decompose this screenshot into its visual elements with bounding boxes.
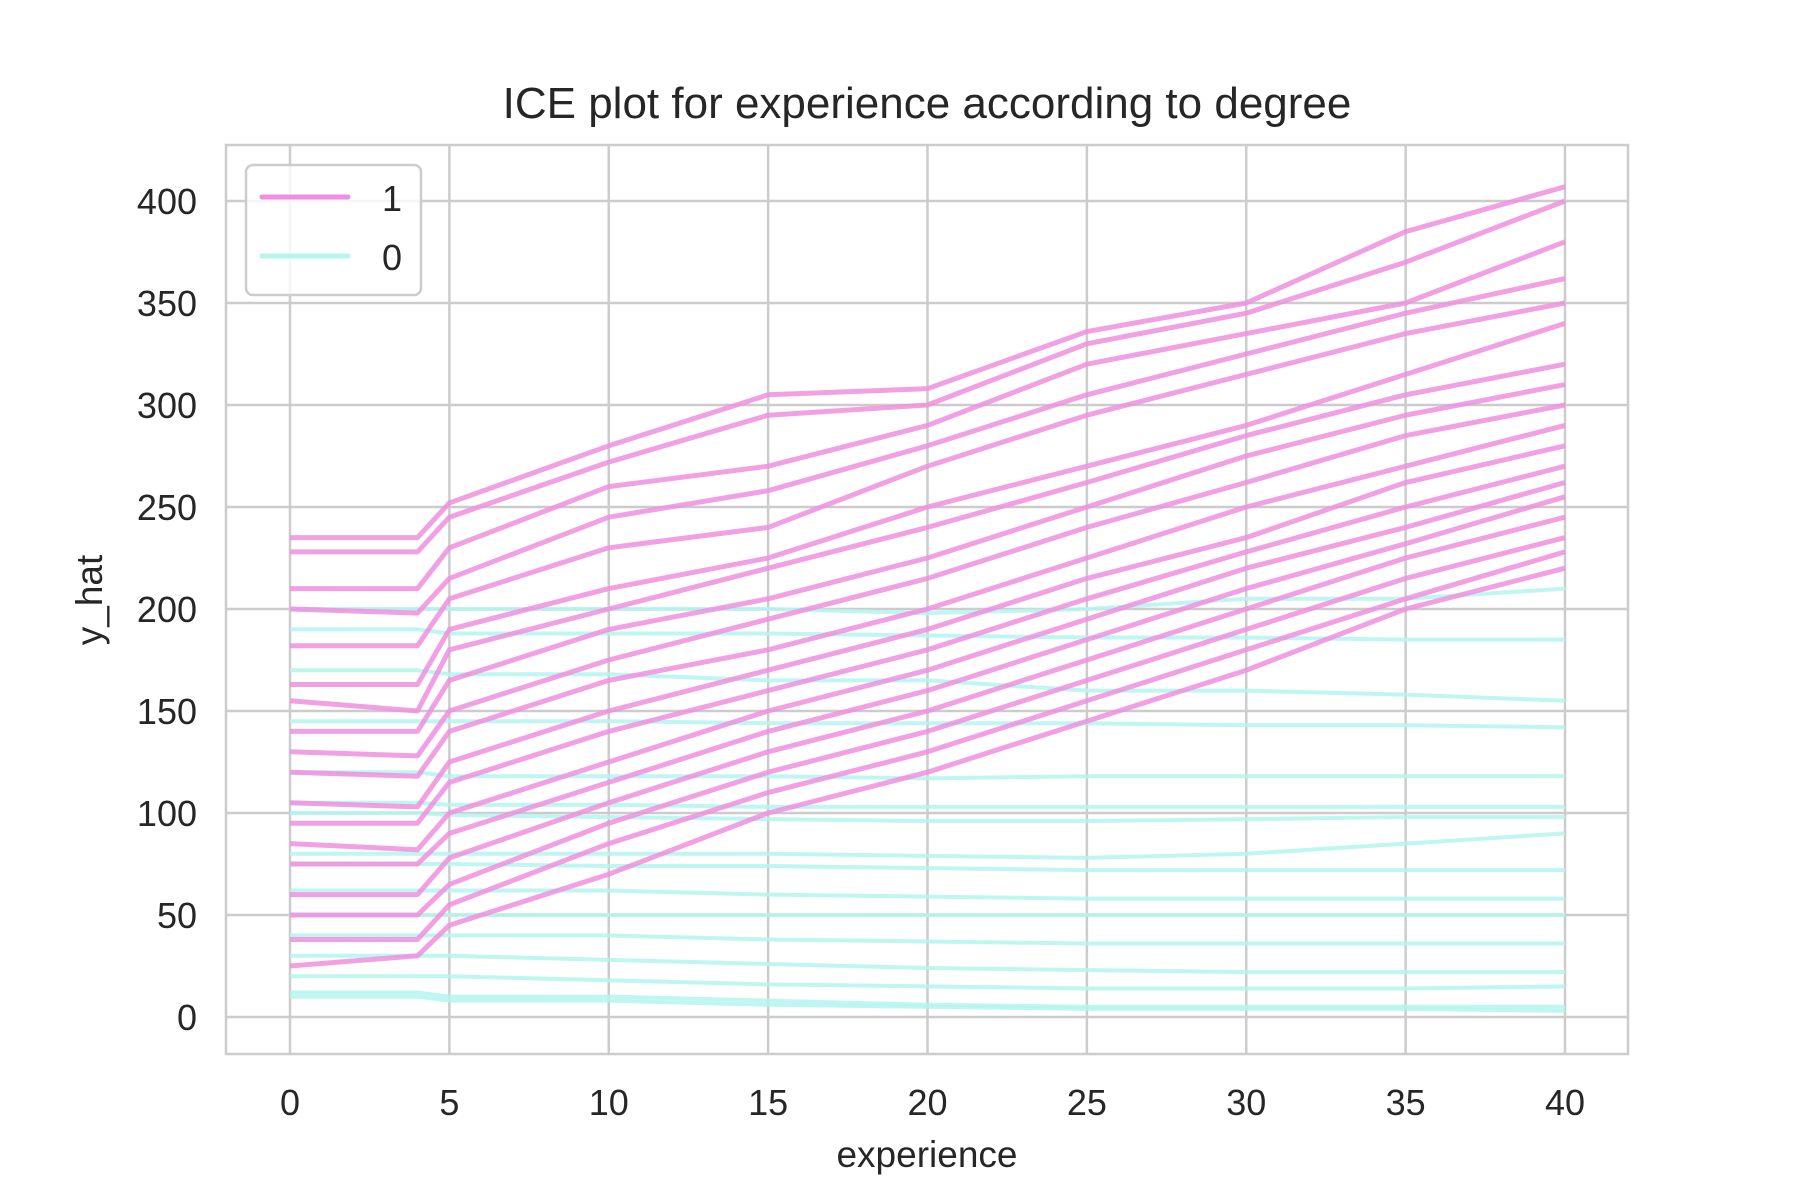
ice-line-degree-1 [290,514,1566,898]
x-tick-label: 25 [1067,1082,1107,1123]
legend-label-0: 0 [382,237,402,278]
ice-line-degree-0 [290,831,1566,860]
legend-label-1: 1 [382,178,402,219]
x-tick-label: 5 [439,1082,459,1123]
ice-line-degree-0 [290,811,1565,824]
y-tick-label: 0 [177,997,197,1038]
ice-line-degree-0 [290,994,1566,1013]
x-tick-label: 30 [1226,1082,1266,1123]
y-tick-label: 150 [137,691,197,732]
legend: 1 0 [244,163,423,297]
ice-line-degree-1 [289,361,1566,714]
chart-title: ICE plot for experience according to deg… [503,79,1352,128]
ice-line-degree-0 [290,668,1566,703]
ice-line-degree-0 [290,974,1566,991]
ice-line-degree-0 [290,888,1565,901]
ice-line-degree-0 [290,953,1565,975]
ice-line-degree-0 [290,933,1565,946]
ice-line-degree-1 [289,402,1566,759]
ice-line-degree-1 [289,443,1566,810]
ice-lines [289,184,1566,1013]
ice-line-degree-0 [290,990,1565,1009]
ice-line-degree-1 [290,549,1566,942]
ice-line-degree-1 [290,382,1566,734]
ice-line-degree-0 [290,862,1565,873]
ice-line-degree-0 [290,770,1565,781]
ice-line-degree-1 [290,198,1566,555]
ice-line-degree-1 [290,494,1566,867]
x-axis-label: experience [836,1134,1017,1175]
ice-line-degree-1 [289,422,1566,779]
ice-line-degree-1 [290,184,1566,541]
ice-line-degree-1 [290,300,1566,649]
x-tick-label: 0 [280,1082,300,1123]
x-tick-label: 10 [589,1082,629,1123]
y-tick-label: 50 [157,895,197,936]
x-tick-label: 20 [907,1082,947,1123]
x-tick-label: 40 [1545,1082,1585,1123]
axes-frame [224,143,1630,1056]
ice-line-degree-0 [290,586,1566,616]
y-tick-label: 400 [137,181,197,222]
y-tick-label: 100 [137,793,197,834]
ice-line-degree-1 [289,276,1566,616]
ice-line-degree-0 [290,719,1566,730]
x-tick-label: 15 [748,1082,788,1123]
y-tick-label: 250 [137,487,197,528]
ice-line-degree-1 [289,565,1566,969]
y-tick-label: 200 [137,589,197,630]
y-axis-label: y_hat [69,554,110,645]
y-tick-label: 350 [137,283,197,324]
ice-line-degree-1 [290,535,1566,918]
ice-line-degree-1 [290,321,1566,687]
y-tick-label: 300 [137,385,197,426]
ice-line-degree-1 [290,463,1566,826]
ice-line-degree-1 [290,239,1566,592]
ice-line-degree-1 [289,480,1566,853]
x-tick-label: 35 [1386,1082,1426,1123]
